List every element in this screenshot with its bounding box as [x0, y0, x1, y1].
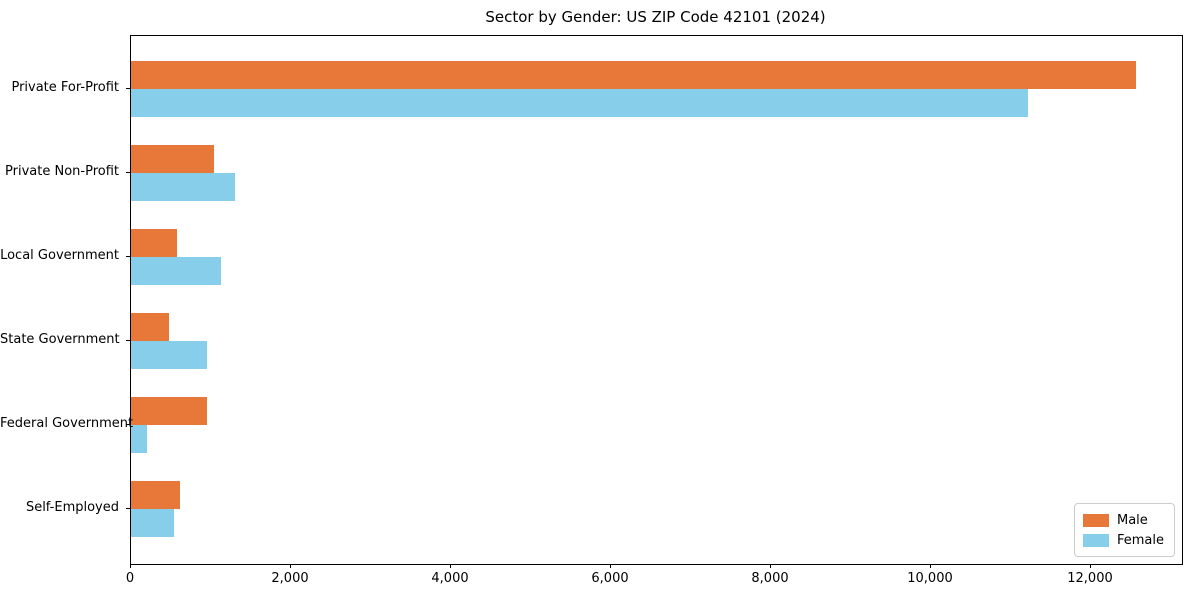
legend-item-male: Male [1082, 510, 1164, 530]
x-tick-label-6000: 6,000 [591, 571, 629, 586]
x-tick-label-4000: 4,000 [431, 571, 469, 586]
bar-male-private-non-profit [131, 145, 214, 173]
y-tick-mark [126, 424, 130, 425]
x-tick-label-2000: 2,000 [271, 571, 309, 586]
y-tick-mark [126, 508, 130, 509]
x-tick-mark [1090, 564, 1091, 568]
plot-area: Male Female [130, 35, 1183, 565]
bar-female-private-for-profit [131, 89, 1028, 117]
x-tick-mark [290, 564, 291, 568]
legend-label-male: Male [1116, 512, 1148, 528]
bar-female-self-employed [131, 509, 174, 537]
x-tick-mark [450, 564, 451, 568]
bar-male-state-government [131, 313, 169, 341]
y-tick-mark [126, 172, 130, 173]
bar-male-self-employed [131, 481, 180, 509]
legend: Male Female [1073, 503, 1175, 557]
x-tick-label-10000: 10,000 [907, 571, 953, 586]
y-tick-label-local-government: Local Government [0, 248, 119, 263]
legend-item-female: Female [1082, 530, 1164, 550]
x-tick-label-0: 0 [125, 571, 135, 586]
bar-female-state-government [131, 341, 207, 369]
y-tick-label-self-employed: Self-Employed [25, 500, 119, 515]
bar-female-federal-government [131, 425, 147, 453]
x-tick-mark [610, 564, 611, 568]
legend-label-female: Female [1116, 532, 1164, 548]
y-tick-label-federal-government: Federal Government [0, 416, 134, 431]
y-tick-label-state-government: State Government [0, 332, 120, 347]
y-tick-label-private-for-profit: Private For-Profit [11, 80, 119, 95]
bar-female-private-non-profit [131, 173, 235, 201]
legend-swatch-male [1082, 513, 1109, 527]
x-tick-label-12000: 12,000 [1067, 571, 1113, 586]
x-tick-mark [930, 564, 931, 568]
x-tick-mark [770, 564, 771, 568]
y-tick-mark [126, 256, 130, 257]
legend-swatch-female [1082, 533, 1109, 547]
bar-female-local-government [131, 257, 221, 285]
y-tick-mark [126, 340, 130, 341]
bar-male-federal-government [131, 397, 207, 425]
bar-male-private-for-profit [131, 61, 1136, 89]
chart-title: Sector by Gender: US ZIP Code 42101 (202… [485, 8, 826, 26]
y-tick-mark [126, 88, 130, 89]
x-tick-mark [130, 564, 131, 568]
y-tick-label-private-non-profit: Private Non-Profit [5, 164, 119, 179]
bar-male-local-government [131, 229, 177, 257]
x-tick-label-8000: 8,000 [751, 571, 789, 586]
